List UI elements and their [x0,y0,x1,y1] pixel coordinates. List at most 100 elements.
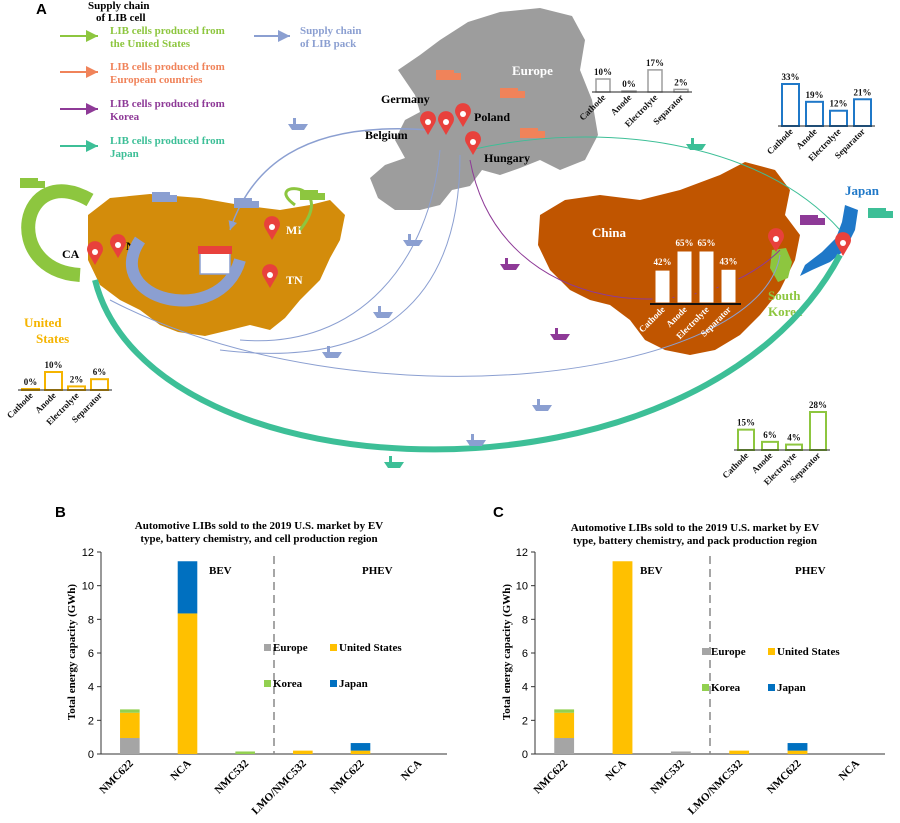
mini-bar-korea [785,443,803,452]
x-category-label: NMC532 [648,757,687,796]
chart-b-title-line-2: type, battery chemistry, and cell produc… [140,533,377,545]
ship-icon [288,118,308,130]
ship-icon [686,138,706,150]
bar-segment-united-states [293,750,313,754]
legend-label: Europe [711,646,746,658]
truck-icon [20,178,45,188]
mini-bar-value-label: 42% [654,257,672,267]
bar-segment-japan [350,743,371,751]
x-category-label: NMC622 [97,757,136,796]
chart-c-y-axis-label: Total energy capacity (GWh) [501,584,513,720]
bar-segment-korea [120,709,140,713]
panel-letter-a: A [36,1,47,18]
legend-swatch [768,684,775,691]
europe-map [370,8,598,210]
flow-japan-to-us [92,253,843,453]
legend-korea-line-2: Korea [110,111,140,123]
mini-chart-korea: 15%Cathode6%Anode4%Electrolyte28%Separat… [720,400,830,487]
truck-icon [500,88,525,98]
flow-korea-to-us-pack [109,254,781,377]
chart-c-group-phev: PHEV [795,565,826,577]
bar-segment-united-states [120,712,140,739]
mini-bar-china [696,248,717,306]
flow-california-loop [21,184,94,282]
pin-korea-icon [767,228,784,252]
mini-bar-europe [595,78,611,93]
ship-icon [403,234,423,246]
mini-bar-us [44,371,63,391]
mini-bar-value-label: 2% [674,77,688,87]
bar-segment-united-states [787,750,808,754]
country-label-poland: Poland [474,110,510,124]
mini-bar-us [90,378,109,392]
y-tick-label: 8 [88,614,94,626]
bar-segment-japan [177,561,198,614]
chart-b-title-line-1: Automotive LIBs sold to the 2019 U.S. ma… [135,520,383,532]
y-tick-label: 0 [88,749,94,761]
ship-icon [384,456,404,468]
legend-swatch [702,684,709,691]
y-tick-label: 8 [522,614,528,626]
bar-segment-korea [235,751,255,754]
chart-c-title-line-2: type, battery chemistry, and pack produc… [573,535,817,547]
korea-map [770,248,792,282]
y-tick-label: 4 [522,682,528,694]
ship-icon [550,328,570,340]
panel-letter-c: C [493,504,504,521]
pin-mi-icon [264,216,280,240]
mini-bar-value-label: 6% [93,367,107,377]
country-label-germany: Germany [381,92,430,106]
mini-bar-value-label: 17% [646,58,664,68]
legend-swatch [330,680,337,687]
legend-label: Europe [273,642,308,654]
legend-swatch [264,644,271,651]
y-tick-label: 10 [82,581,94,593]
legend-label: Japan [339,678,368,690]
x-category-label: NCA [837,758,862,783]
pin-poland-icon [455,103,471,127]
legend-label: United States [339,642,402,654]
mini-bar-value-label: 12% [830,99,848,109]
bar-segment-united-states [729,750,750,754]
state-label-mi: MI [286,223,302,237]
mini-category-label: Cathode [5,390,35,420]
bar-segment-united-states [612,561,633,754]
mini-category-label: Cathode [765,126,795,156]
bar-segment-united-states [554,712,575,739]
panel-c-pack-region-chart: C Automotive LIBs sold to the 2019 U.S. … [493,504,885,817]
region-label-korea-line-1: South [768,288,801,303]
mini-bar-korea [737,428,755,451]
state-label-ca: CA [62,247,80,261]
legend-pack-line-1: Supply chain [300,25,361,37]
y-tick-label: 0 [522,749,528,761]
legend-swatch [330,644,337,651]
legend-label: Japan [777,682,806,694]
mini-bar-us [67,385,86,391]
bar-segment-europe [120,738,140,754]
chart-b-y-axis-label: Total energy capacity (GWh) [66,584,78,720]
truck-icon [152,192,177,202]
y-tick-label: 2 [88,715,94,727]
bar-segment-japan [787,743,808,751]
legend-title-line-1: Supply chain [88,0,149,12]
mini-chart-japan: 33%Cathode19%Anode12%Electrolyte21%Separ… [765,72,875,163]
bar-segment-europe [554,738,575,754]
bar-segment-united-states [350,750,371,754]
chart-legend: Europe United States Korea Japan [702,646,840,694]
location-pins [86,103,851,288]
flow-europe-to-us-pack-3 [219,154,461,354]
legend-korea-line-1: LIB cells produced from [110,98,225,110]
store-icon [198,246,232,275]
x-category-label: NMC532 [213,757,252,796]
mini-bar-value-label: 21% [854,87,872,97]
flow-japan-to-europe [469,136,841,231]
mini-bar-value-label: 10% [45,360,63,370]
truck-icon [868,208,893,218]
mini-bar-china [652,267,673,306]
mini-bar-china [674,248,695,306]
legend-japan-line-1: LIB cells produced from [110,135,225,147]
ship-icon [322,346,342,358]
truck-icon [300,190,325,200]
